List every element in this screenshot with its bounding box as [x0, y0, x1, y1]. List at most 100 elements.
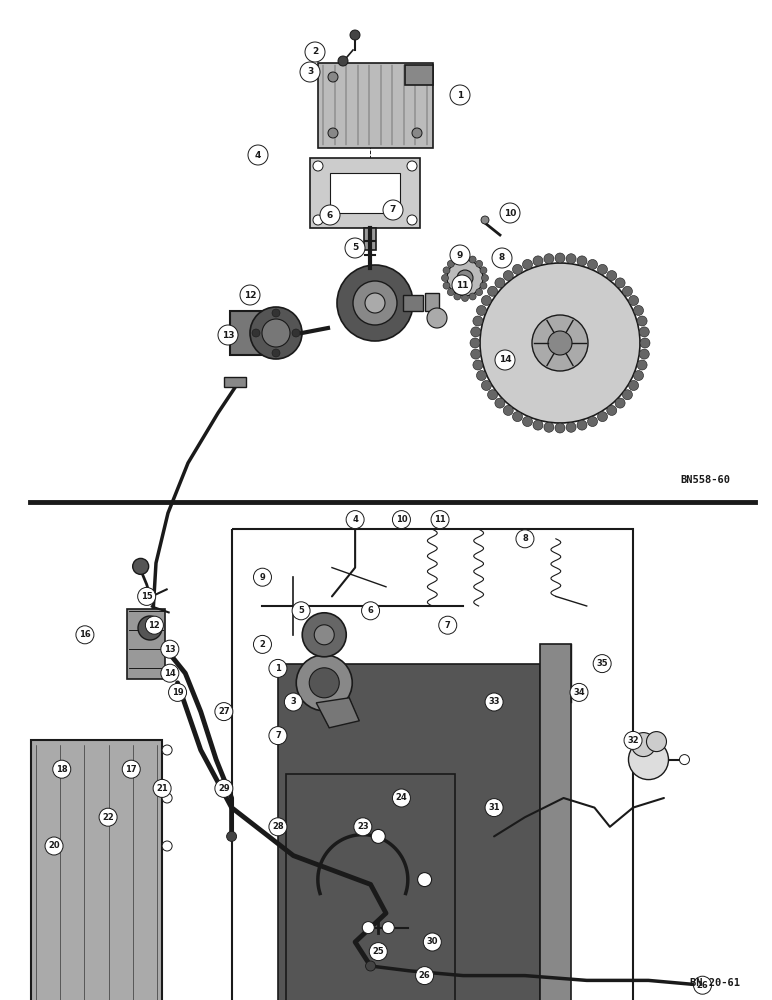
Text: 17: 17	[125, 765, 137, 774]
Circle shape	[337, 265, 413, 341]
Text: 26: 26	[418, 971, 431, 980]
Circle shape	[145, 616, 164, 634]
Bar	[318, 63, 433, 148]
Circle shape	[639, 349, 649, 359]
Circle shape	[353, 281, 397, 325]
Bar	[403, 295, 423, 311]
Circle shape	[443, 282, 450, 289]
Circle shape	[577, 256, 587, 266]
Circle shape	[392, 511, 411, 529]
Text: 23: 23	[357, 822, 369, 831]
Circle shape	[532, 315, 588, 371]
Text: 19: 19	[171, 688, 184, 697]
Text: 34: 34	[573, 688, 585, 697]
Circle shape	[269, 818, 287, 836]
Circle shape	[639, 327, 649, 337]
Circle shape	[284, 693, 303, 711]
Text: 18: 18	[56, 765, 68, 774]
Text: 3: 3	[307, 68, 313, 77]
Bar	[232, 529, 633, 1000]
Circle shape	[161, 664, 179, 682]
Circle shape	[162, 841, 172, 851]
Circle shape	[566, 254, 576, 264]
Text: 7: 7	[390, 206, 396, 215]
Circle shape	[470, 338, 480, 348]
Circle shape	[476, 371, 486, 381]
Bar	[224, 377, 246, 387]
Circle shape	[476, 305, 486, 315]
Circle shape	[418, 873, 432, 887]
Circle shape	[482, 296, 492, 306]
Text: 8: 8	[522, 534, 528, 543]
Circle shape	[476, 260, 482, 267]
Circle shape	[369, 943, 388, 961]
Bar	[310, 158, 420, 228]
Circle shape	[495, 398, 505, 408]
Circle shape	[598, 412, 608, 422]
Circle shape	[447, 289, 455, 296]
Polygon shape	[317, 698, 359, 728]
Circle shape	[555, 253, 565, 263]
Text: 3: 3	[290, 698, 296, 706]
Text: 11: 11	[434, 515, 446, 524]
Circle shape	[533, 420, 543, 430]
Circle shape	[443, 267, 450, 274]
Text: 11: 11	[455, 280, 469, 290]
Circle shape	[513, 264, 523, 274]
Circle shape	[253, 635, 272, 653]
Circle shape	[423, 933, 442, 951]
Circle shape	[431, 511, 449, 529]
Circle shape	[296, 655, 352, 711]
Text: 24: 24	[395, 794, 408, 802]
Bar	[127, 609, 164, 679]
Circle shape	[500, 203, 520, 223]
Circle shape	[447, 260, 483, 296]
Circle shape	[252, 329, 260, 337]
Text: 14: 14	[499, 356, 511, 364]
Circle shape	[138, 616, 162, 640]
Text: 30: 30	[427, 938, 438, 946]
Circle shape	[305, 42, 325, 62]
Circle shape	[292, 602, 310, 620]
Circle shape	[450, 85, 470, 105]
Circle shape	[503, 271, 513, 281]
Text: BN558-60: BN558-60	[680, 475, 730, 485]
Text: 27: 27	[218, 707, 230, 716]
Circle shape	[693, 976, 712, 994]
Circle shape	[492, 248, 512, 268]
Text: 22: 22	[102, 813, 114, 822]
Circle shape	[598, 264, 608, 274]
Circle shape	[482, 380, 492, 390]
Circle shape	[607, 271, 617, 281]
Circle shape	[76, 626, 94, 644]
Circle shape	[292, 329, 300, 337]
Circle shape	[313, 161, 323, 171]
Circle shape	[471, 327, 481, 337]
Circle shape	[566, 422, 576, 432]
Circle shape	[480, 263, 640, 423]
Circle shape	[371, 829, 385, 843]
Circle shape	[473, 360, 483, 370]
Circle shape	[161, 640, 179, 658]
Circle shape	[320, 205, 340, 225]
Text: 33: 33	[489, 698, 499, 706]
Circle shape	[240, 285, 260, 305]
Circle shape	[516, 530, 534, 548]
Circle shape	[345, 238, 365, 258]
Circle shape	[362, 922, 374, 934]
Circle shape	[469, 293, 476, 300]
Circle shape	[457, 270, 473, 286]
Circle shape	[696, 979, 709, 991]
Circle shape	[488, 286, 498, 296]
Circle shape	[587, 259, 598, 269]
Circle shape	[162, 793, 172, 803]
Circle shape	[450, 245, 470, 265]
Circle shape	[442, 274, 449, 282]
Circle shape	[513, 412, 523, 422]
Circle shape	[427, 308, 447, 328]
Circle shape	[447, 260, 455, 267]
Circle shape	[473, 316, 483, 326]
Circle shape	[495, 278, 505, 288]
Circle shape	[313, 215, 323, 225]
Circle shape	[480, 282, 487, 289]
